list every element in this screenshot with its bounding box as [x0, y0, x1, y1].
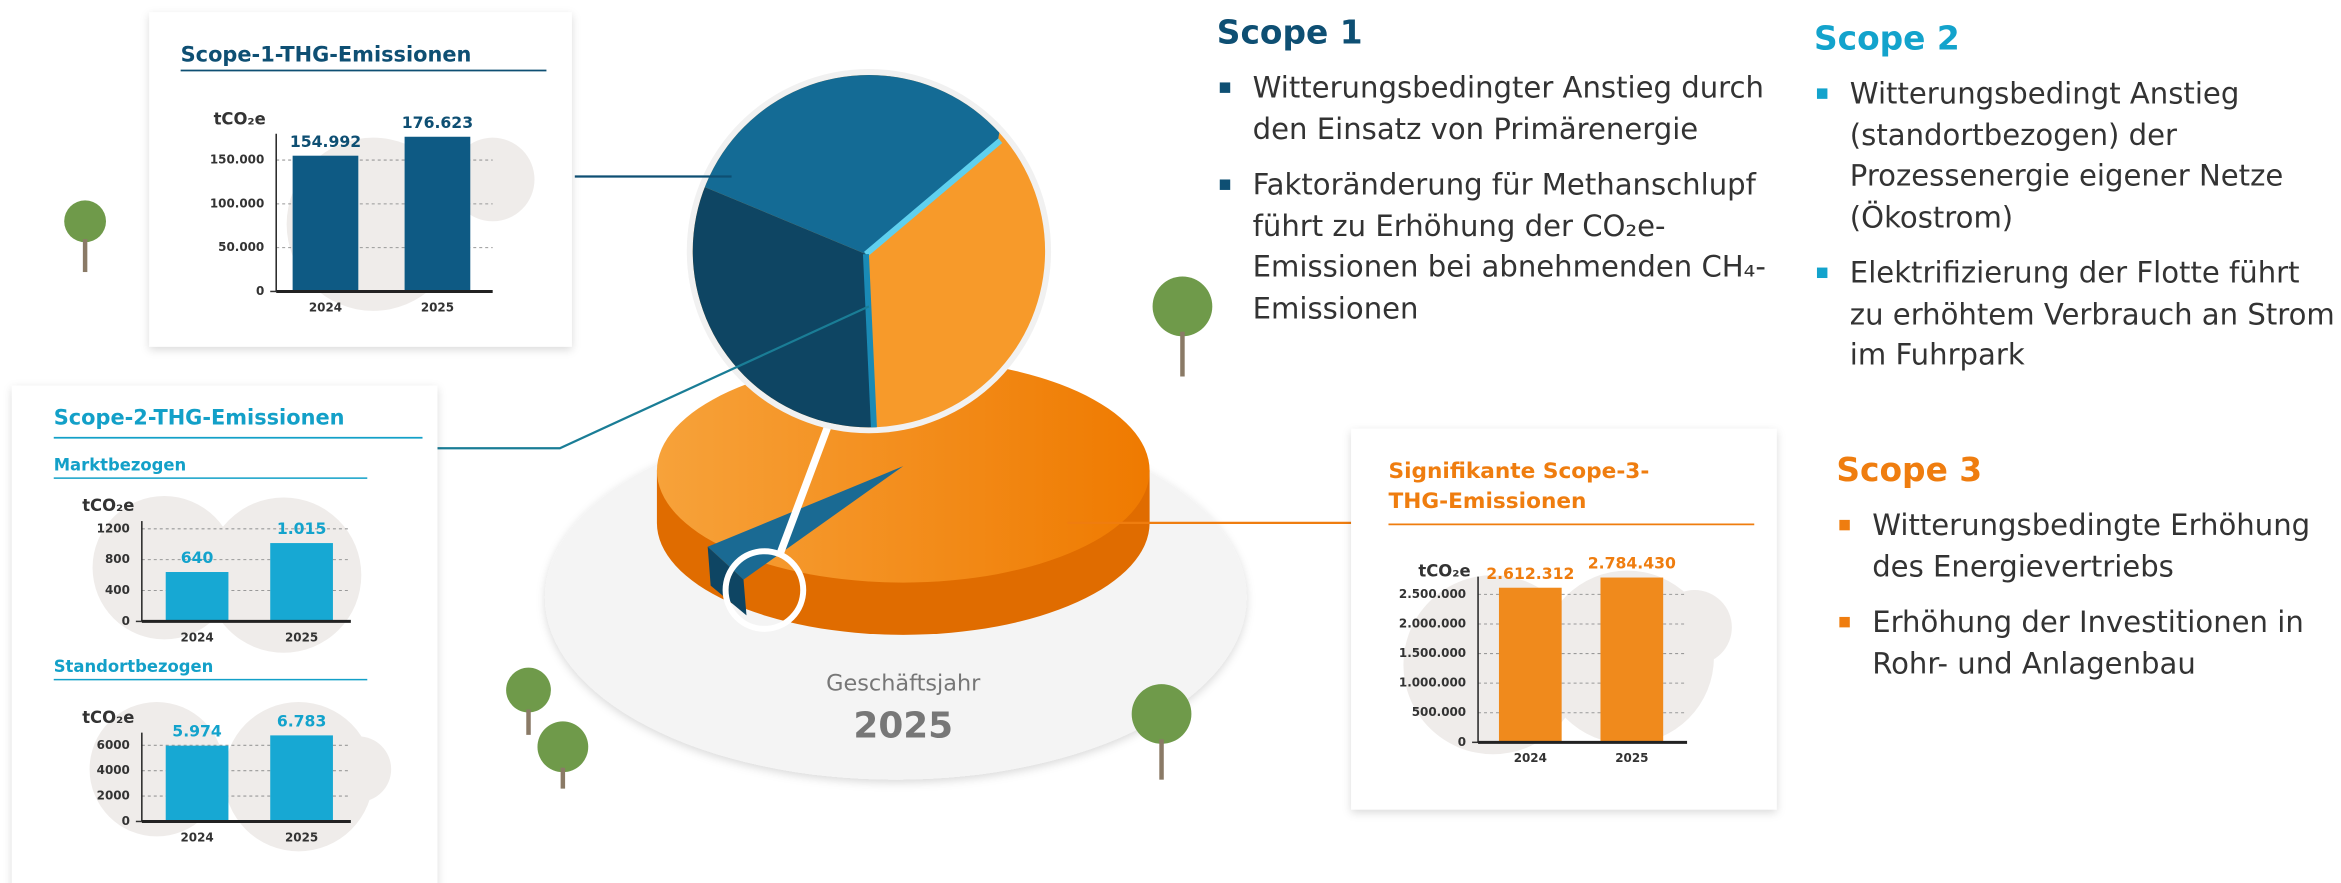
value-label: 6.783	[277, 711, 327, 730]
scope3-title-box: Signifikante Scope-3-THG-Emissionen	[1388, 460, 1650, 514]
bar	[404, 136, 471, 292]
y-tick-label: 6000	[97, 738, 130, 752]
y-axis-label: tCO₂e	[82, 708, 134, 727]
heading: Scope 2	[1813, 21, 1960, 59]
bar	[270, 735, 333, 822]
y-tick-label: 0	[122, 814, 130, 828]
y-tick-label: 2000	[97, 789, 130, 803]
y-tick-label: 0	[122, 614, 130, 628]
pie-label: Geschäftsjahr	[826, 671, 981, 697]
chart-title: Signifikante Scope-3-THG-Emissionen	[1388, 460, 1650, 514]
bar	[292, 155, 359, 292]
y-tick-label: 400	[105, 583, 130, 597]
y-axis-label: tCO₂e	[1418, 562, 1470, 581]
value-label: 154.992	[290, 132, 361, 151]
value-label: 5.974	[172, 722, 222, 741]
y-tick-label: 2.000.000	[1399, 616, 1466, 630]
x-tick-label: 2025	[285, 630, 318, 644]
x-tick-label: 2025	[1615, 751, 1648, 765]
x-tick-label: 2024	[1514, 751, 1547, 765]
y-tick-label: 0	[1458, 735, 1466, 749]
scope1-text: Scope 1 Witterungsbedingter Anstieg durch…	[1216, 15, 1785, 329]
x-tick-label: 2025	[285, 830, 318, 844]
chart-title: Scope-2-THG-Emissionen	[54, 405, 345, 429]
x-tick-label: 2024	[180, 630, 213, 644]
y-tick-label: 2.500.000	[1399, 587, 1466, 601]
bullet: Erhöhung der Investitionen in Rohr- und …	[1839, 602, 2338, 684]
bar	[270, 543, 333, 622]
scope2-text: Scope 2 Witterungsbedingt Anstieg (stando…	[1813, 21, 2337, 376]
y-axis-label: tCO₂e	[214, 109, 266, 128]
x-tick-label: 2025	[421, 300, 454, 314]
heading: Scope 1	[1216, 15, 1363, 53]
y-tick-label: 1.500.000	[1399, 646, 1466, 660]
chart-subtitle: Standortbezogen	[54, 657, 214, 676]
bullet: Witterungsbedingter Anstieg durch den Ei…	[1219, 68, 1785, 150]
bar	[1600, 577, 1664, 743]
chart-title: Scope-1-THG-Emissionen	[181, 43, 472, 67]
y-tick-label: 1200	[97, 521, 130, 535]
y-tick-label: 500.000	[1412, 705, 1466, 719]
value-label: 2.612.312	[1486, 564, 1574, 583]
bullet: Faktoränderung für Methan­schlupf führt …	[1219, 165, 1785, 329]
y-axis-label: tCO₂e	[82, 496, 134, 515]
bullet: Elektrifizierung der Flotte führt zu erh…	[1816, 253, 2337, 376]
y-tick-label: 150.000	[210, 153, 264, 167]
y-tick-label: 0	[256, 284, 264, 298]
y-tick-label: 100.000	[210, 196, 264, 210]
value-label: 176.623	[402, 113, 473, 132]
value-label: 2.784.430	[1588, 554, 1676, 573]
bar	[165, 745, 229, 822]
value-label: 640	[181, 548, 214, 567]
heading: Scope 3	[1836, 452, 1983, 491]
decor	[11, 12, 1777, 883]
y-tick-label: 800	[105, 552, 130, 566]
y-tick-label: 1.000.000	[1399, 676, 1466, 690]
pie-year: 2025	[853, 705, 953, 746]
chart-subtitle: Marktbezogen	[54, 456, 186, 475]
bar	[165, 572, 229, 622]
value-label: 1.015	[277, 519, 327, 538]
scope3-text: Scope 3 Witterungsbedingte Erhöhung des E…	[1836, 452, 2338, 684]
x-tick-label: 2024	[309, 300, 342, 314]
y-tick-label: 50.000	[218, 240, 264, 254]
bullet: Witterungsbedingt Anstieg (standortbezog…	[1816, 73, 2337, 237]
x-tick-label: 2024	[180, 830, 213, 844]
bar	[1498, 587, 1562, 743]
bullet: Witterungsbedingte Erhöhung des Energiev…	[1839, 505, 2338, 587]
y-tick-label: 4000	[97, 763, 130, 777]
